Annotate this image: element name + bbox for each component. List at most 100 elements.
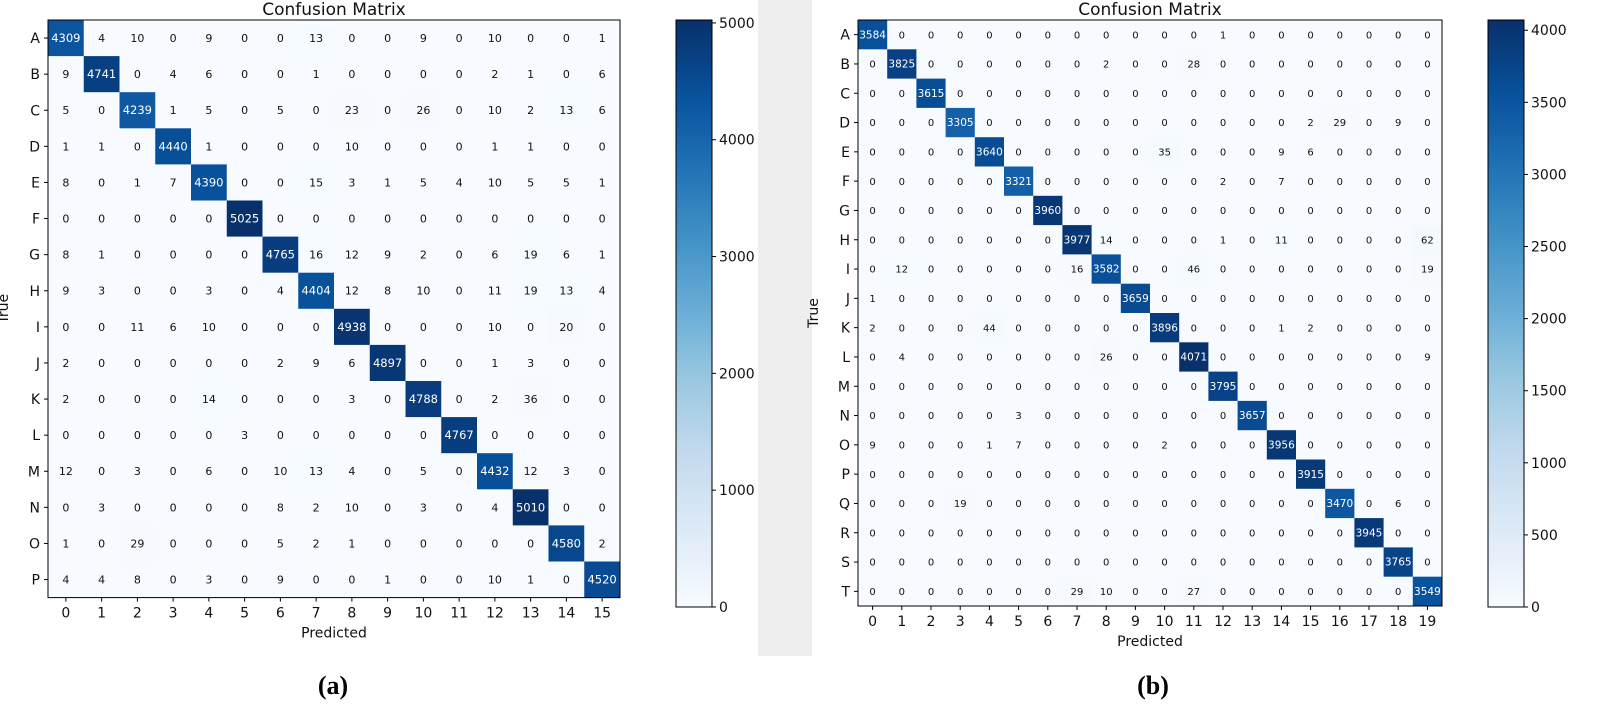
heatmap-cell xyxy=(1354,342,1385,373)
heatmap-cell xyxy=(1296,313,1326,343)
heatmap-cell xyxy=(298,525,335,562)
y-tick-label: P xyxy=(842,467,850,483)
heatmap-cell xyxy=(48,128,85,165)
heatmap-cell xyxy=(83,236,120,274)
heatmap-cell xyxy=(1004,78,1034,109)
cell-value-label: 0 xyxy=(928,118,934,129)
heatmap-cell xyxy=(1266,20,1297,50)
heatmap-cell xyxy=(1383,371,1414,402)
cell-value-label: 0 xyxy=(1366,470,1372,481)
heatmap-cell xyxy=(1062,20,1093,50)
cell-value-label: 0 xyxy=(384,140,391,153)
cell-value-label: 0 xyxy=(241,393,248,406)
cell-value-label: 0 xyxy=(1278,470,1284,481)
cell-value-label: 0 xyxy=(1220,440,1226,451)
heatmap-cell xyxy=(548,344,585,382)
cell-value-label: 0 xyxy=(1132,60,1138,71)
cell-value-label: 0 xyxy=(899,89,905,100)
cell-value-label: 0 xyxy=(170,285,177,298)
cell-value-label: 3305 xyxy=(947,117,974,129)
heatmap-cell xyxy=(1062,254,1093,285)
cell-value-label: 0 xyxy=(1015,587,1021,598)
heatmap-cell xyxy=(1120,225,1151,255)
heatmap-cell xyxy=(974,195,1005,226)
x-tick-label: 14 xyxy=(557,606,575,622)
cell-value-label: 0 xyxy=(928,206,934,217)
cell-value-label: 9 xyxy=(62,68,69,81)
heatmap-cell xyxy=(1296,518,1326,548)
cell-value-label: 0 xyxy=(170,32,177,45)
heatmap-cell xyxy=(858,430,888,460)
heatmap-cell xyxy=(83,453,120,490)
cell-value-label: 0 xyxy=(1307,30,1313,41)
cell-value-label: 0 xyxy=(1015,30,1021,41)
cell-value-label: 0 xyxy=(1132,528,1138,539)
cell-value-label: 0 xyxy=(98,357,105,370)
heatmap-cell xyxy=(191,381,228,418)
cell-value-label: 0 xyxy=(277,140,284,153)
heatmap-cell xyxy=(1266,459,1297,490)
cell-value-label: 0 xyxy=(241,104,248,117)
heatmap-cell xyxy=(916,371,947,402)
heatmap-cell xyxy=(1004,283,1034,314)
heatmap-cell xyxy=(83,20,120,57)
heatmap-cell xyxy=(1325,342,1355,373)
heatmap-cell xyxy=(262,164,299,201)
heatmap-cell xyxy=(226,56,263,93)
cell-value-label: 0 xyxy=(1395,470,1401,481)
y-axis-label: True xyxy=(806,298,822,329)
heatmap-cell xyxy=(974,547,1005,578)
heatmap-cell xyxy=(1383,20,1414,50)
heatmap-cell xyxy=(334,561,371,599)
cell-value-label: 0 xyxy=(1015,89,1021,100)
heatmap-cell xyxy=(1091,518,1122,548)
heatmap-cell xyxy=(1325,195,1355,226)
cell-value-label: 0 xyxy=(1366,206,1372,217)
heatmap-cell xyxy=(226,489,263,526)
heatmap-cell xyxy=(916,137,947,167)
heatmap-cell xyxy=(226,453,263,490)
cell-value-label: 0 xyxy=(1015,382,1021,393)
cell-value-label: 0 xyxy=(986,353,992,364)
heatmap-cell xyxy=(858,459,888,490)
heatmap-cell xyxy=(226,561,263,599)
heatmap-cell xyxy=(512,561,549,599)
cell-value-label: 9 xyxy=(1424,353,1430,364)
cell-value-label: 0 xyxy=(599,321,606,334)
cell-value-label: 0 xyxy=(1161,30,1167,41)
heatmap-cell xyxy=(1296,107,1326,138)
heatmap-cell xyxy=(1150,137,1180,167)
cell-value-label: 5 xyxy=(62,104,69,117)
cell-value-label: 0 xyxy=(1424,440,1430,451)
heatmap-cell xyxy=(1004,20,1034,50)
heatmap-cell xyxy=(512,92,549,129)
cell-value-label: 0 xyxy=(313,140,320,153)
heatmap-cell xyxy=(48,164,85,201)
heatmap-cell xyxy=(1150,49,1180,80)
cell-value-label: 0 xyxy=(277,32,284,45)
heatmap-cell xyxy=(1325,49,1355,80)
cell-value-label: 0 xyxy=(1249,558,1255,569)
heatmap-cell xyxy=(155,308,192,346)
cell-value-label: 0 xyxy=(277,321,284,334)
heatmap-cell xyxy=(887,107,917,138)
cell-value-label: 0 xyxy=(986,382,992,393)
cell-value-label: 3 xyxy=(348,176,355,189)
cell-value-label: 9 xyxy=(869,440,875,451)
heatmap-cell xyxy=(1150,20,1180,50)
heatmap-cell xyxy=(887,283,917,314)
cell-value-label: 0 xyxy=(1337,440,1343,451)
heatmap-cell xyxy=(1208,371,1239,402)
cell-value-label: 0 xyxy=(1161,235,1167,246)
cell-value-label: 0 xyxy=(1366,558,1372,569)
heatmap-cell xyxy=(441,236,478,274)
heatmap-cell xyxy=(858,20,888,50)
heatmap-cell xyxy=(974,371,1005,402)
heatmap-cell xyxy=(887,430,917,460)
heatmap-cell xyxy=(548,453,585,490)
heatmap-cell xyxy=(512,381,549,418)
cell-value-label: 0 xyxy=(957,265,963,276)
cell-value-label: 0 xyxy=(1191,118,1197,129)
heatmap-cell xyxy=(1208,254,1239,285)
heatmap-cell xyxy=(1354,400,1385,431)
